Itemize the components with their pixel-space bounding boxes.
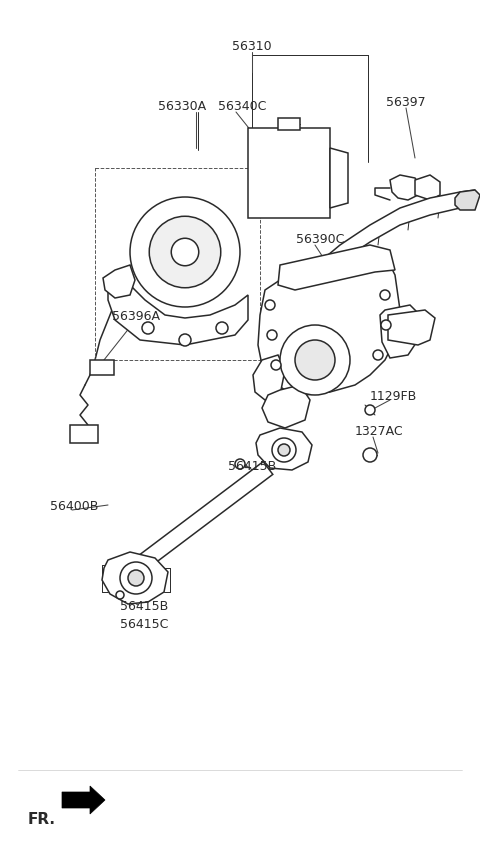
Circle shape: [280, 325, 350, 395]
Circle shape: [128, 570, 144, 586]
Circle shape: [363, 448, 377, 462]
Polygon shape: [388, 310, 435, 345]
Circle shape: [142, 322, 154, 334]
Bar: [70, 425, 98, 443]
Circle shape: [179, 334, 191, 346]
Polygon shape: [258, 260, 400, 395]
Text: 56340C: 56340C: [218, 100, 266, 113]
Bar: [90, 360, 114, 375]
Circle shape: [149, 216, 221, 287]
Polygon shape: [103, 265, 135, 298]
Polygon shape: [278, 245, 395, 290]
Text: 1129FB: 1129FB: [370, 390, 417, 403]
Text: 56310: 56310: [232, 40, 272, 53]
Polygon shape: [108, 285, 248, 345]
Circle shape: [365, 405, 375, 415]
Circle shape: [216, 322, 228, 334]
Text: 56390C: 56390C: [296, 233, 344, 246]
Circle shape: [171, 239, 199, 266]
Polygon shape: [415, 175, 440, 200]
Text: FR.: FR.: [28, 812, 56, 827]
Circle shape: [116, 591, 124, 599]
Polygon shape: [390, 175, 420, 200]
Text: 56415C: 56415C: [120, 618, 168, 631]
Text: 1327AC: 1327AC: [355, 425, 404, 438]
Polygon shape: [262, 385, 310, 428]
Polygon shape: [380, 305, 420, 358]
Circle shape: [271, 360, 281, 370]
Text: 56397: 56397: [386, 96, 426, 109]
Text: 56415B: 56415B: [120, 600, 168, 613]
Polygon shape: [125, 462, 273, 578]
Polygon shape: [330, 148, 348, 208]
Circle shape: [278, 444, 290, 456]
Polygon shape: [310, 190, 475, 288]
Circle shape: [295, 340, 335, 380]
Text: 56415B: 56415B: [228, 460, 276, 473]
Circle shape: [130, 197, 240, 307]
Bar: [278, 118, 300, 130]
Polygon shape: [102, 552, 168, 604]
Circle shape: [380, 290, 390, 300]
Circle shape: [120, 562, 152, 594]
Polygon shape: [253, 355, 285, 400]
Polygon shape: [256, 428, 312, 470]
Circle shape: [267, 330, 277, 340]
Text: 56330A: 56330A: [158, 100, 206, 113]
Bar: [248, 128, 330, 218]
Text: 56400B: 56400B: [50, 500, 98, 513]
Text: 56396A: 56396A: [112, 310, 160, 323]
Polygon shape: [455, 190, 480, 210]
Circle shape: [381, 320, 391, 330]
Circle shape: [272, 438, 296, 462]
Circle shape: [373, 350, 383, 360]
Circle shape: [235, 459, 245, 469]
Polygon shape: [62, 786, 105, 814]
Circle shape: [265, 300, 275, 310]
